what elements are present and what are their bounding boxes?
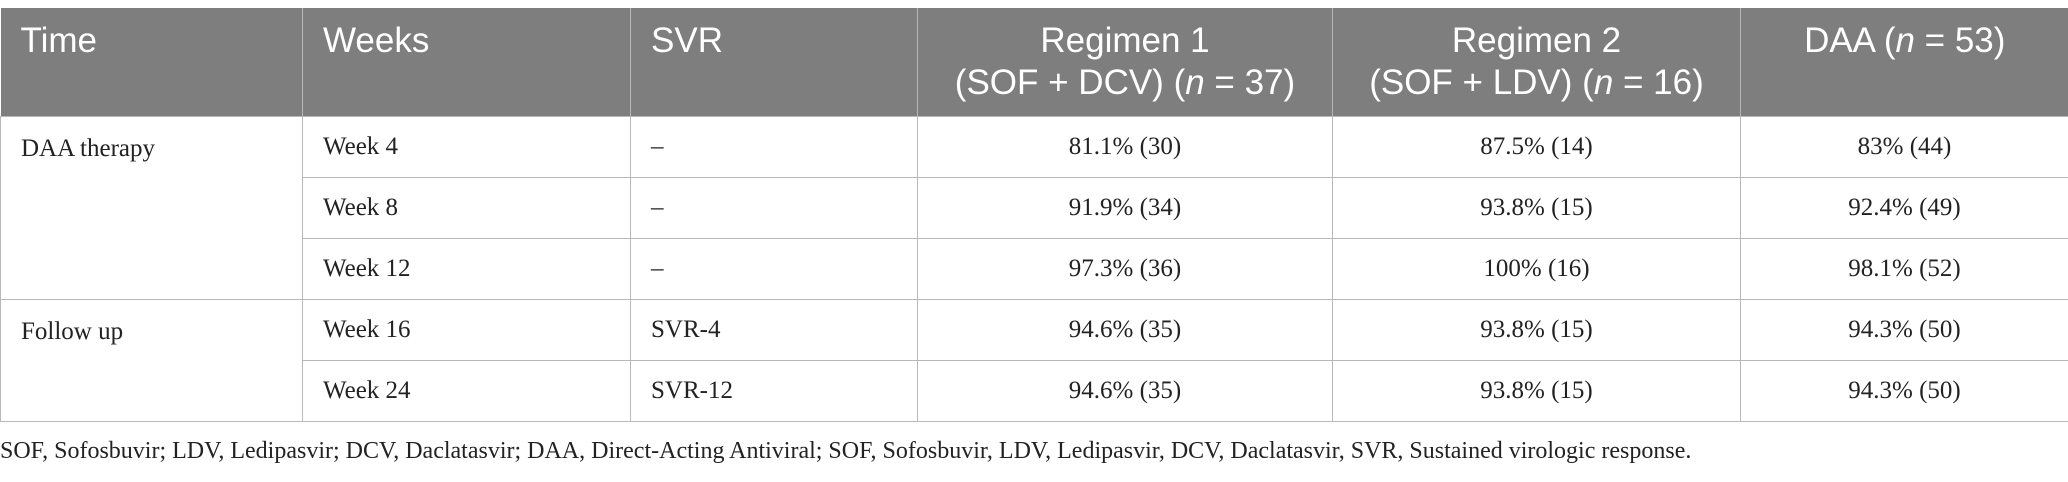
- table-row: Week 24 SVR-12 94.6% (35) 93.8% (15) 94.…: [1, 360, 2068, 422]
- cell-regimen2: 93.8% (15): [1332, 177, 1741, 239]
- header-regimen2-line1: Regimen 2: [1451, 21, 1622, 60]
- header-time: Time: [0, 8, 303, 117]
- cell-regimen1: 97.3% (36): [917, 238, 1333, 300]
- cell-regimen1: 81.1% (30): [917, 116, 1333, 178]
- cell-weeks: Week 24: [302, 360, 631, 422]
- table-row: Week 8 – 91.9% (34) 93.8% (15) 92.4% (49…: [1, 177, 2068, 239]
- svr-table: Time Weeks SVR Regimen 1 (SOF + DCV) (n …: [0, 8, 2068, 422]
- cell-regimen1: 94.6% (35): [917, 299, 1333, 361]
- cell-daa: 94.3% (50): [1740, 360, 2068, 422]
- table-row: DAA therapy Week 4 – 81.1% (30) 87.5% (1…: [0, 116, 2068, 300]
- cell-weeks: Week 4: [302, 116, 631, 178]
- cell-daa: 92.4% (49): [1740, 177, 2068, 239]
- header-regimen1-line2: (SOF + DCV) (n = 37): [954, 63, 1296, 102]
- header-regimen2: Regimen 2 (SOF + LDV) (n = 16): [1332, 8, 1741, 117]
- header-regimen2-line2: (SOF + LDV) (n = 16): [1369, 63, 1704, 102]
- cell-regimen2: 100% (16): [1332, 238, 1741, 300]
- header-svr: SVR: [630, 8, 918, 117]
- cell-svr: SVR-4: [630, 299, 918, 361]
- cell-weeks: Week 12: [302, 238, 631, 300]
- table-container: Time Weeks SVR Regimen 1 (SOF + DCV) (n …: [0, 8, 2068, 422]
- table-row: Week 12 – 97.3% (36) 100% (16) 98.1% (52…: [1, 238, 2068, 300]
- header-regimen1-line1: Regimen 1: [1040, 21, 1210, 60]
- cell-regimen1: 94.6% (35): [917, 360, 1333, 422]
- header-weeks: Weeks: [302, 8, 631, 117]
- cell-weeks: Week 8: [302, 177, 631, 239]
- cell-regimen2: 93.8% (15): [1332, 360, 1741, 422]
- cell-daa: 83% (44): [1740, 116, 2068, 178]
- header-row: Time Weeks SVR Regimen 1 (SOF + DCV) (n …: [0, 8, 2068, 117]
- cell-svr: –: [630, 116, 918, 178]
- cell-svr: –: [630, 238, 918, 300]
- cell-svr: –: [630, 177, 918, 239]
- group-label: Follow up: [0, 299, 303, 422]
- table-row: Follow up Week 16 SVR-4 94.6% (35) 93.8%…: [0, 299, 2068, 422]
- cell-daa: 94.3% (50): [1740, 299, 2068, 361]
- cell-weeks: Week 16: [302, 299, 631, 361]
- header-daa: DAA (n = 53): [1740, 8, 2068, 117]
- cell-svr: SVR-12: [630, 360, 918, 422]
- cell-regimen1: 91.9% (34): [917, 177, 1333, 239]
- cell-daa: 98.1% (52): [1740, 238, 2068, 300]
- header-regimen1: Regimen 1 (SOF + DCV) (n = 37): [917, 8, 1333, 117]
- cell-regimen2: 87.5% (14): [1332, 116, 1741, 178]
- cell-regimen2: 93.8% (15): [1332, 299, 1741, 361]
- group-label: DAA therapy: [0, 116, 303, 300]
- table-footnote: SOF, Sofosbuvir; LDV, Ledipasvir; DCV, D…: [0, 438, 1692, 464]
